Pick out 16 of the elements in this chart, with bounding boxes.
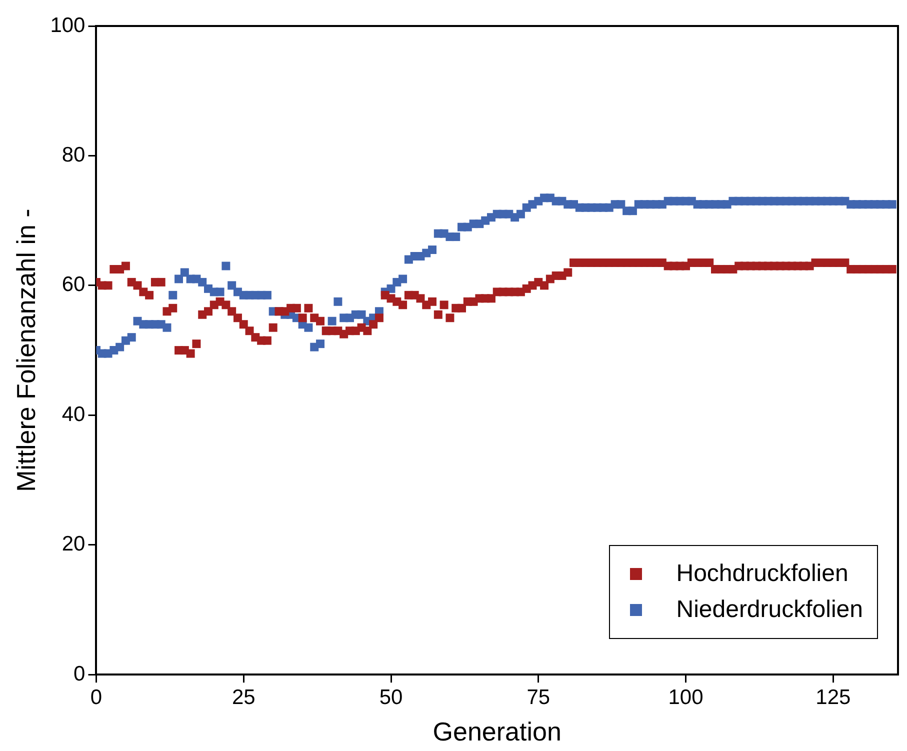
x-tick-label: 125	[816, 686, 851, 709]
y-tick-label: 80	[62, 144, 86, 167]
y-axis-title: Mittlere Folienanzahl in -	[10, 208, 41, 492]
x-tick-label: 100	[668, 686, 704, 709]
y-tick-label: 0	[74, 662, 86, 686]
legend-label: Niederdruckfolien	[676, 594, 863, 625]
x-tick-label: 0	[90, 686, 102, 709]
y-tick-label: 40	[62, 402, 86, 426]
x-tick-label: 50	[379, 686, 403, 709]
y-tick-label: 100	[50, 14, 86, 37]
y-tick-label: 60	[62, 273, 86, 296]
x-tick-label: 25	[232, 686, 256, 709]
x-axis-title: Generation	[432, 716, 562, 747]
x-tick-label: 75	[526, 686, 550, 709]
legend-label: Hochdruckfolien	[676, 558, 848, 589]
y-tick-label: 20	[62, 532, 86, 556]
